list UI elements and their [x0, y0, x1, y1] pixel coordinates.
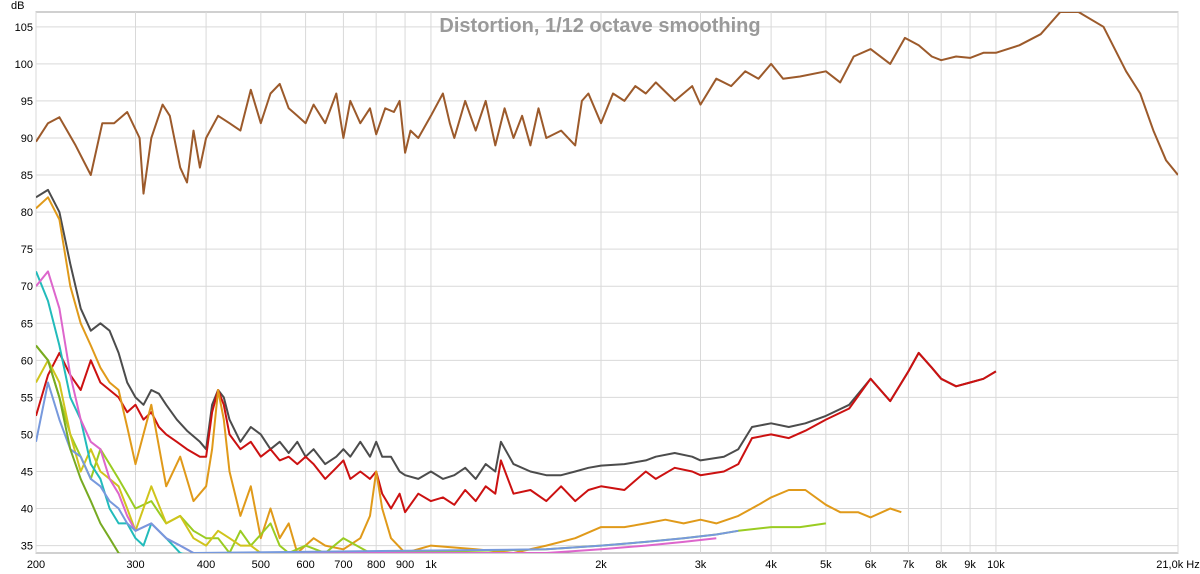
y-tick-label: 85 — [21, 170, 33, 182]
x-tick-label: 21,0k Hz — [1156, 559, 1199, 571]
chart-title: Distortion, 1/12 octave smoothing — [439, 15, 760, 37]
y-tick-label: 50 — [21, 429, 33, 441]
x-tick-label: 5k — [820, 559, 832, 571]
x-tick-label: 900 — [396, 559, 414, 571]
x-tick-label: 6k — [865, 559, 877, 571]
series-line-1 — [36, 12, 1178, 195]
x-tick-label: 7k — [903, 559, 915, 571]
x-tick-label: 2k — [595, 559, 607, 571]
series-group — [36, 12, 1178, 553]
series-line-8 — [36, 270, 717, 553]
grid-lines — [35, 12, 1179, 553]
y-tick-label: 55 — [21, 392, 33, 404]
y-tick-label: 60 — [21, 355, 33, 367]
y-tick-label: 100 — [15, 59, 33, 71]
series-line-6 — [36, 359, 316, 553]
y-axis-label: dB — [11, 0, 24, 12]
y-tick-label: 45 — [21, 466, 33, 478]
series-line-4 — [36, 196, 902, 553]
x-tick-label: 500 — [252, 559, 270, 571]
x-tick-label: 1k — [425, 559, 437, 571]
x-tick-label: 300 — [126, 559, 144, 571]
x-tick-labels: 200 300 400 500 600 700 800 900 1k 2k 3k 4k 5k 6k 7k 8k… — [27, 559, 1200, 571]
x-tick-label: 800 — [367, 559, 385, 571]
x-tick-label: 10k — [987, 559, 1005, 571]
y-tick-label: 65 — [21, 318, 33, 330]
series-line-9 — [36, 381, 739, 553]
y-tick-label: 75 — [21, 244, 33, 256]
x-tick-label: 400 — [197, 559, 215, 571]
y-tick-label: 90 — [21, 133, 33, 145]
y-tick-label: 40 — [21, 504, 33, 516]
plot-background — [35, 11, 1179, 554]
y-tick-label: 95 — [21, 96, 33, 108]
x-tick-label: 9k — [964, 559, 976, 571]
x-tick-label: 4k — [765, 559, 777, 571]
x-tick-label: 3k — [695, 559, 707, 571]
x-tick-label: 200 — [27, 559, 45, 571]
series-line-3 — [36, 351, 997, 514]
y-tick-label: 35 — [21, 541, 33, 553]
series-line-2 — [36, 188, 997, 480]
x-tick-label: 600 — [296, 559, 314, 571]
y-tick-labels: 35 40 45 50 55 60 65 70 75 80 85 90 95 100 105 — [15, 22, 33, 553]
series-line-10 — [36, 344, 122, 553]
x-tick-label: 8k — [935, 559, 947, 571]
y-tick-label: 105 — [15, 22, 33, 34]
y-tick-label: 70 — [21, 281, 33, 293]
x-tick-label: 700 — [334, 559, 352, 571]
y-tick-label: 80 — [21, 207, 33, 219]
